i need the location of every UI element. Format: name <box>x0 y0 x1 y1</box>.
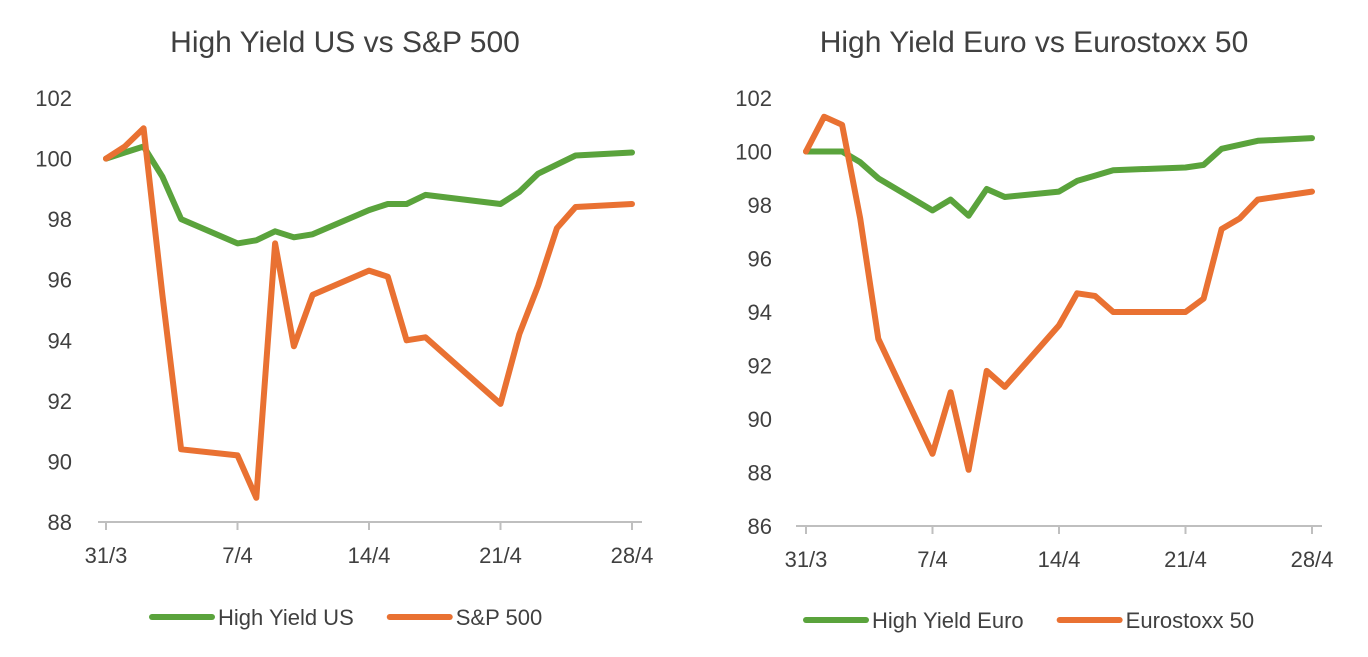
x-tick-label: 28/4 <box>1291 547 1334 572</box>
y-tick-label: 94 <box>48 328 72 353</box>
y-tick-label: 100 <box>735 140 772 165</box>
legend-label-high-yield-euro: High Yield Euro <box>872 608 1024 633</box>
legend-label-eurostoxx-50: Eurostoxx 50 <box>1126 608 1254 633</box>
legend-label-sandp-500: S&P 500 <box>456 605 542 630</box>
y-tick-label: 92 <box>748 354 772 379</box>
x-tick-label: 14/4 <box>348 543 391 568</box>
y-tick-label: 92 <box>48 389 72 414</box>
y-tick-label: 86 <box>748 514 772 539</box>
x-tick-label: 21/4 <box>1164 547 1207 572</box>
y-tick-label: 94 <box>748 300 772 325</box>
chart-title: High Yield US vs S&P 500 <box>170 26 520 59</box>
chart-high-yield-us-vs-sp500: High Yield US vs S&P 500 31/3 7/4 14/4 21/4… <box>35 26 653 630</box>
y-tick-label: 98 <box>748 193 772 218</box>
x-tick-label: 31/3 <box>785 547 828 572</box>
y-tick-label: 102 <box>735 86 772 111</box>
chart-title: High Yield Euro vs Eurostoxx 50 <box>820 26 1249 59</box>
y-tick-label: 96 <box>748 247 772 272</box>
series-line-high-yield-euro <box>803 135 1315 219</box>
x-tick-label: 7/4 <box>222 543 253 568</box>
series-line-high-yield-us <box>103 143 635 247</box>
y-tick-label: 102 <box>35 86 72 111</box>
chart-high-yield-euro-vs-eurostoxx50: High Yield Euro vs Eurostoxx 50 31/3 7/4 1… <box>735 26 1333 633</box>
series-line-eurostoxx-50 <box>803 113 1315 473</box>
y-tick-label: 88 <box>48 510 72 535</box>
y-tick-label: 90 <box>48 449 72 474</box>
legend-label-high-yield-us: High Yield US <box>218 605 354 630</box>
x-tick-label: 14/4 <box>1038 547 1081 572</box>
y-tick-label: 96 <box>48 268 72 293</box>
y-tick-label: 98 <box>48 207 72 232</box>
y-tick-label: 90 <box>748 407 772 432</box>
y-tick-label: 100 <box>35 147 72 172</box>
series-line-sandp-500 <box>103 125 635 501</box>
x-tick-label: 28/4 <box>611 543 654 568</box>
x-tick-label: 21/4 <box>479 543 522 568</box>
x-tick-label: 7/4 <box>917 547 948 572</box>
x-tick-label: 31/3 <box>85 543 128 568</box>
y-tick-label: 88 <box>748 461 772 486</box>
